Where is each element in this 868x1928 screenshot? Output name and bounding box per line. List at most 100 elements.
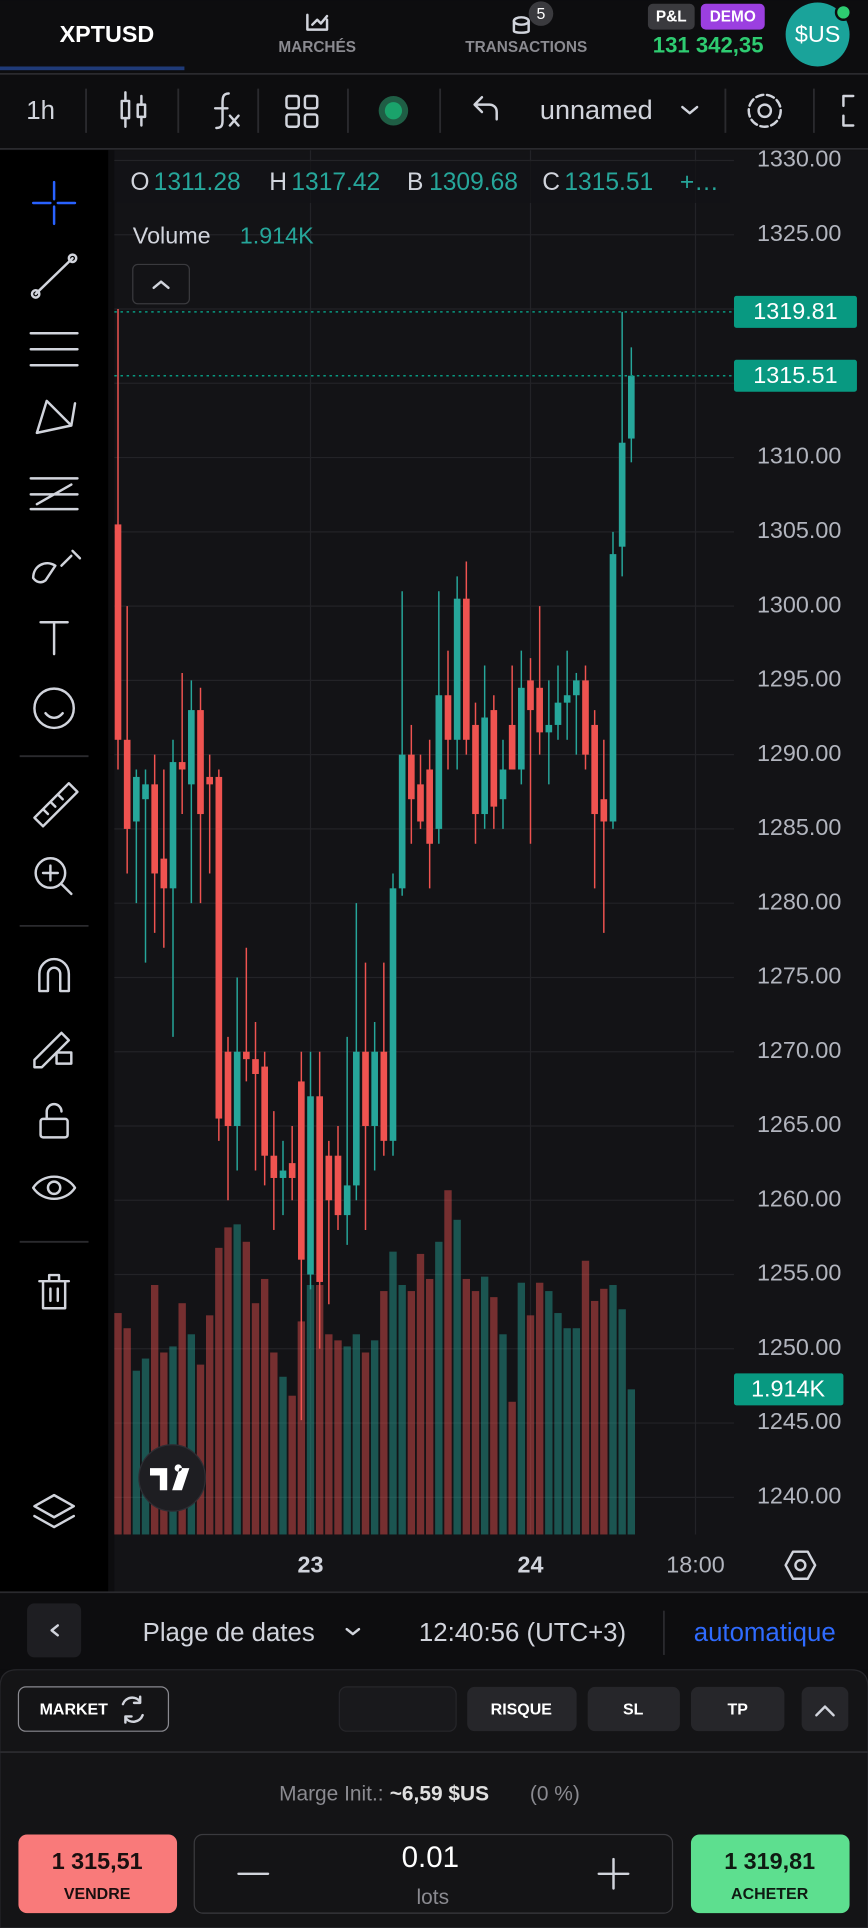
visibility-tool[interactable] [31,1175,77,1201]
buy-button[interactable] [690,1834,850,1914]
y-tick-label: 1270.00 [757,1037,841,1063]
volume-bar [361,1352,370,1535]
account-avatar[interactable] [785,2,850,67]
y-tick-label: 1300.00 [757,591,841,617]
eye-pupil [46,1180,62,1196]
chart-type-icon[interactable] [120,91,147,128]
tp-button[interactable] [690,1686,785,1732]
sell-label: VENDRE [64,1886,131,1903]
volume-bar [627,1389,636,1535]
candle-body [142,784,149,800]
layout-dropdown[interactable] [681,105,699,115]
emoji-smile [44,711,64,720]
brush-tool[interactable] [31,549,82,584]
candle-body [618,442,626,547]
collapse-chevron [152,280,170,290]
y-tick-label: 1295.00 [757,666,841,692]
trend-line-tool[interactable] [34,257,74,296]
legend-key: H [269,169,287,196]
symbol[interactable]: XPTUSD [60,21,155,47]
tab[interactable]: MARCHÉS [278,39,356,56]
candle-body [563,695,571,703]
pattern-tool[interactable] [35,399,77,435]
layout-icon[interactable] [285,94,319,128]
legend-more[interactable]: +… [680,169,719,196]
expand-button[interactable] [801,1686,849,1732]
volume-bar [205,1315,214,1535]
delete-tool[interactable] [38,1273,71,1310]
price-tag [733,295,857,328]
fullscreen-icon[interactable] [842,94,855,127]
candle-body [481,717,488,815]
indicators-icon[interactable] [213,92,240,130]
switch-icon [121,1695,144,1724]
candle-body [206,776,213,785]
volume-bar [535,1282,544,1535]
order-type[interactable] [17,1686,170,1732]
sl-button[interactable] [587,1686,680,1732]
lock-tool[interactable] [39,1117,69,1139]
y-tick-label: 1245.00 [757,1408,841,1434]
tab[interactable]: TRANSACTIONS [465,39,587,56]
markets-icon [306,13,329,31]
x-tick-label: 18:00 [666,1552,724,1578]
zoom-plus [41,864,73,896]
risk-button[interactable] [467,1686,577,1732]
volume-bar [526,1315,535,1535]
order-input[interactable] [338,1686,457,1732]
volume-bar [297,1321,306,1535]
volume-bar [123,1328,131,1535]
tool-separators [19,755,89,1243]
price-tag-label: 1319.81 [753,298,837,324]
transactions-icon [512,16,530,34]
undo-icon[interactable] [473,96,498,121]
collapse-legend[interactable] [132,263,190,305]
volume-bar [389,1251,397,1535]
ruler-tool[interactable] [33,782,79,828]
volume-bar [380,1291,388,1535]
axis-settings[interactable] [784,1550,817,1580]
candle-body [371,1051,378,1126]
interval[interactable]: 1h [26,97,55,125]
object-tree[interactable] [33,1493,75,1529]
collapse-button[interactable] [27,1603,82,1658]
demo-badge [700,3,765,30]
margin-value: ~6,59 $US [390,1783,489,1806]
emoji-tool[interactable] [33,687,75,730]
volume-value: 1.914K [240,223,314,249]
layout-name[interactable]: unnamed [540,95,653,125]
volume-pane [114,1190,636,1535]
badge [528,1,554,26]
date-range-chevron [345,1627,361,1636]
candle-body [398,754,406,889]
candle-body [408,754,415,800]
channel-tool[interactable] [29,332,79,367]
volume-bar [462,1278,471,1535]
y-tick-label: 1330.00 [757,146,841,172]
tool-dot [30,289,41,299]
price-lines: 1319.81 1315.51 1.914K [114,295,857,1406]
tv-logo[interactable] [138,1444,206,1512]
settings-icon[interactable] [747,93,782,128]
fib-tool[interactable] [29,477,79,511]
candle-body [114,524,122,740]
tool-dot [67,253,78,264]
zoom-tool[interactable] [34,857,67,890]
sell-button[interactable] [18,1834,178,1914]
date-range[interactable]: Plage de dates [143,1619,315,1647]
candle-body [279,1170,287,1178]
buy-price: 1 319,81 [724,1848,815,1874]
volume-bar [563,1328,571,1535]
text-tool[interactable] [39,620,69,656]
volume-bar [425,1278,434,1535]
candle-body [582,680,589,755]
quantity[interactable]: 0.01 [402,1841,459,1874]
increase-button[interactable] [597,1857,630,1890]
auto-scale[interactable]: automatique [694,1619,836,1647]
candle-body [334,1155,342,1216]
crosshair-tool[interactable] [31,180,77,226]
magnet-tool[interactable] [38,957,71,993]
tab-indicator [0,66,185,71]
drawing-tools [29,180,82,1529]
tv-logo-mark [149,1464,190,1491]
